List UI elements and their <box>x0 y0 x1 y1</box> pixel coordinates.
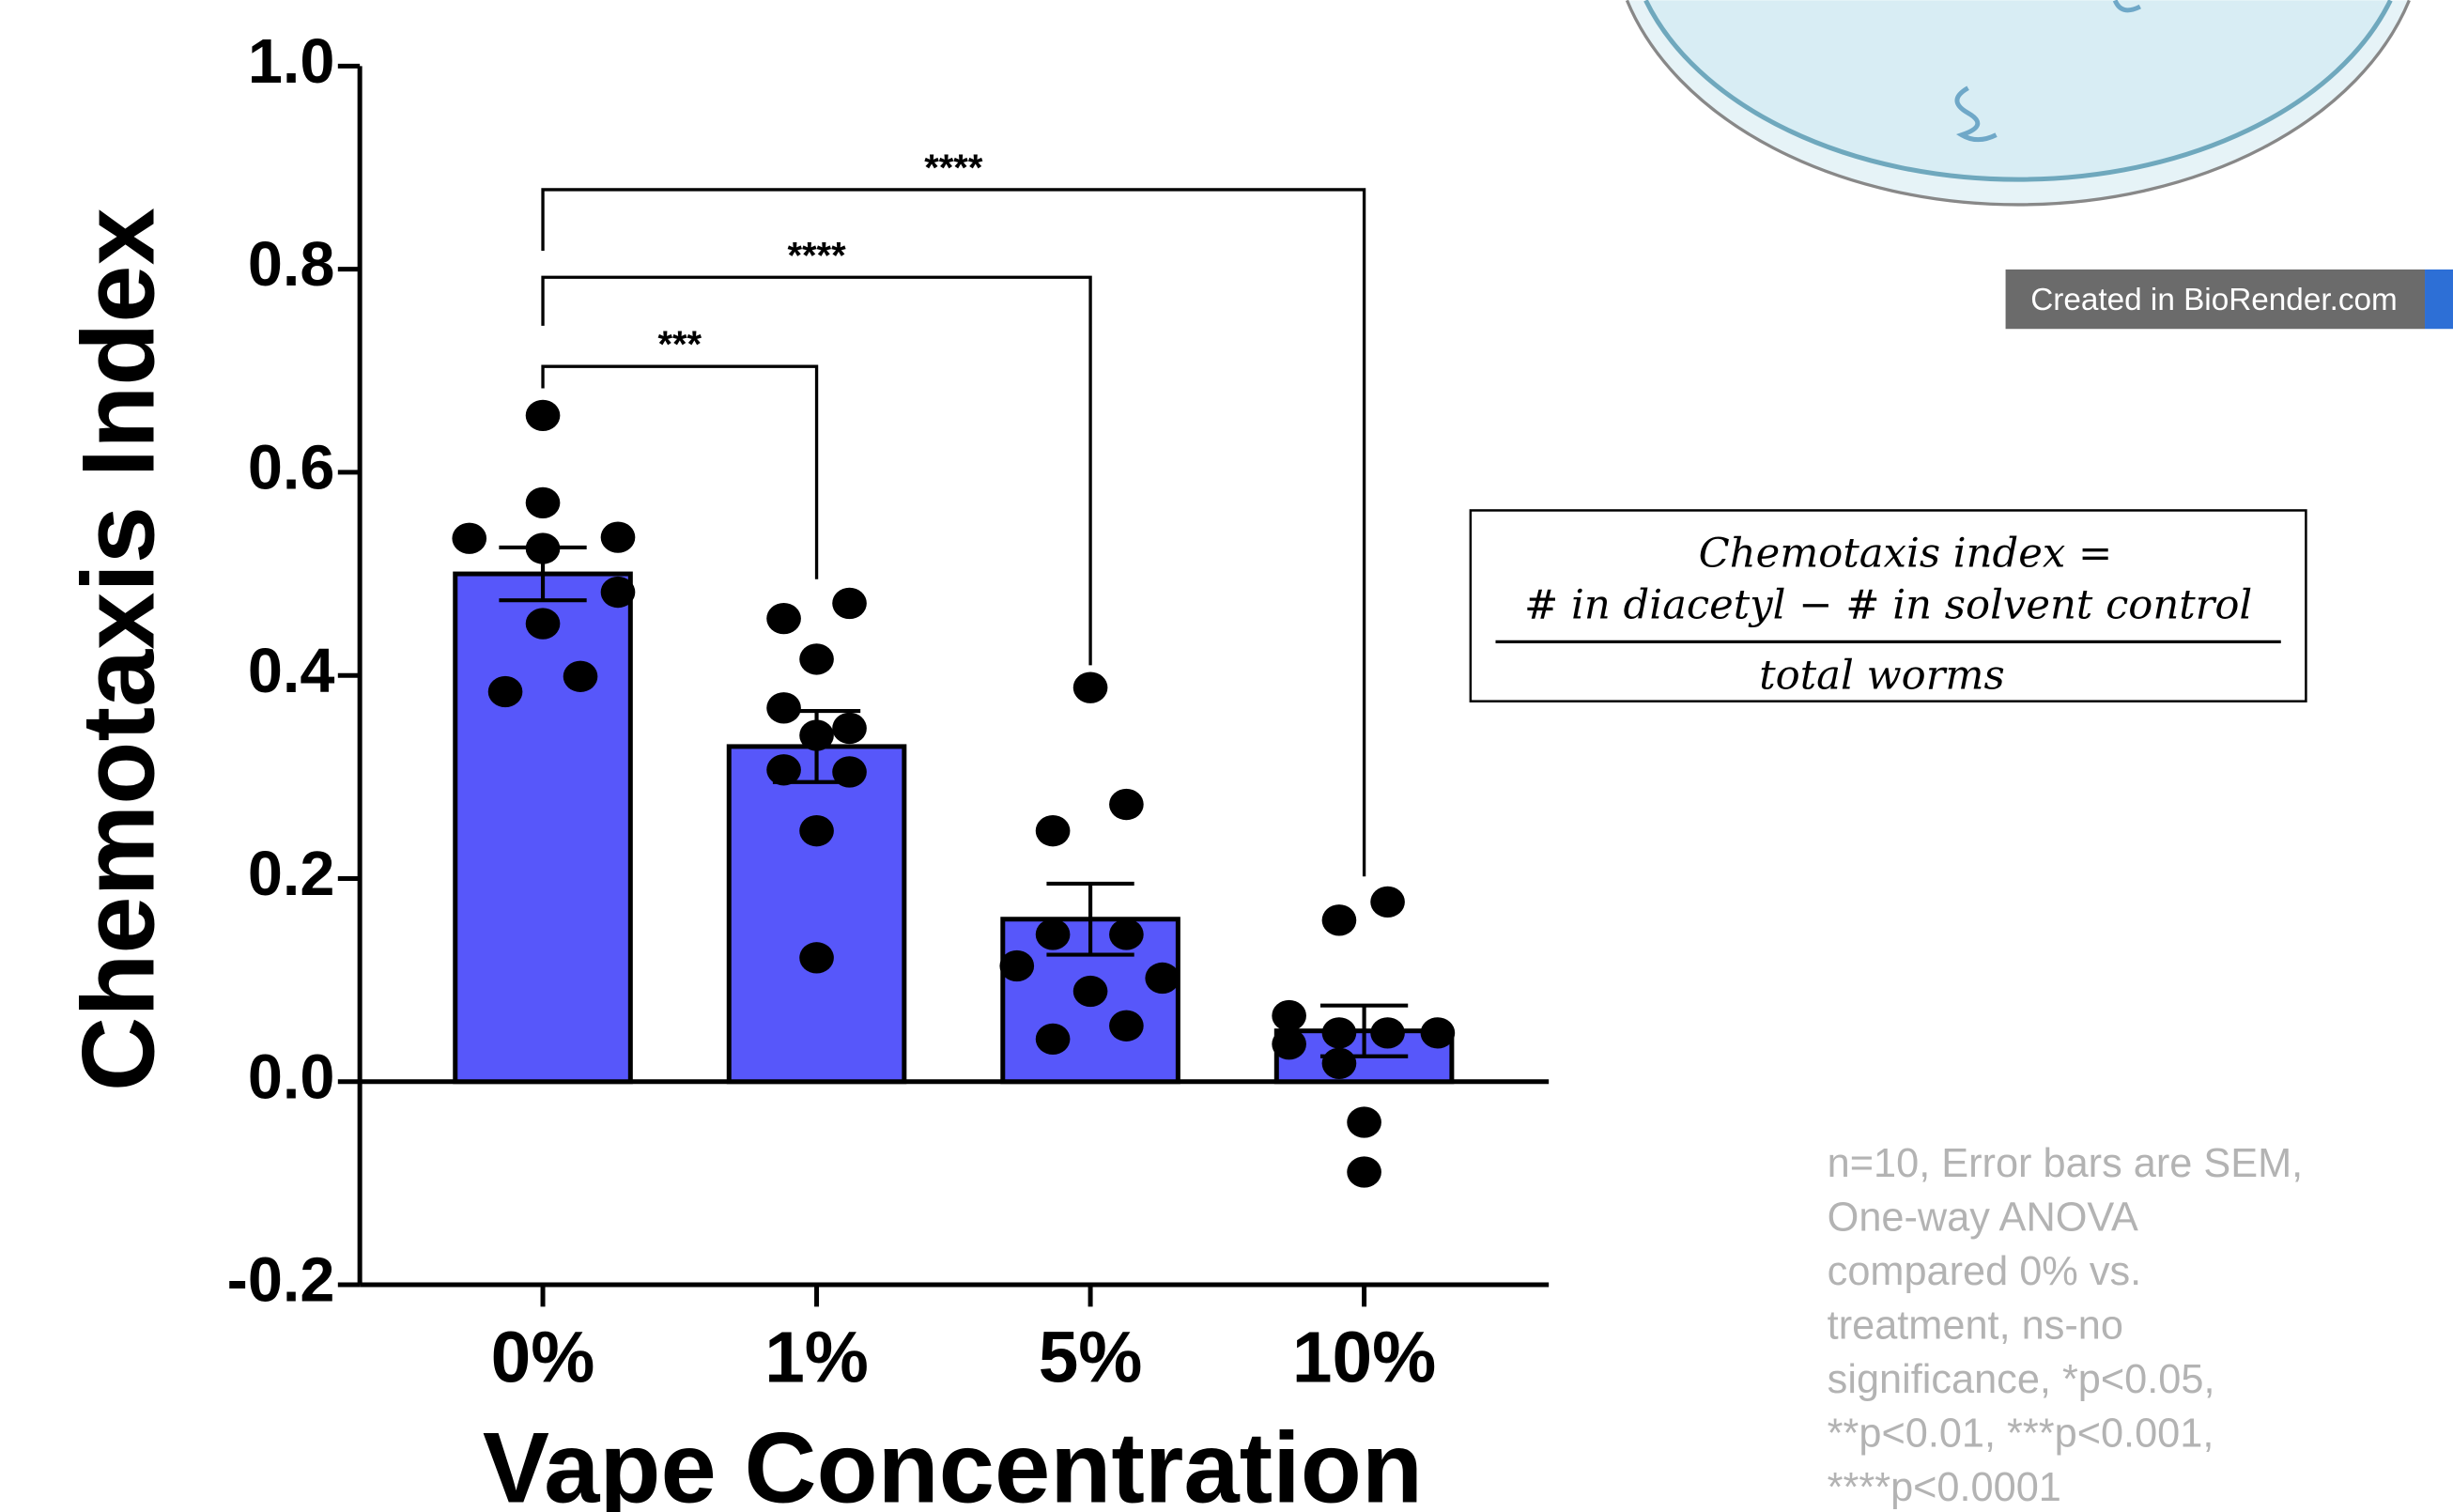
data-point <box>1321 1017 1357 1049</box>
formula-numerator: # in diacetyl − # in solvent control <box>1524 581 2252 628</box>
data-point <box>525 608 561 640</box>
data-point <box>1370 1017 1405 1049</box>
bar <box>726 744 907 1085</box>
x-tick-label: 1% <box>764 1318 869 1397</box>
data-point <box>832 712 867 745</box>
data-point <box>525 486 561 519</box>
significance-bracket <box>541 364 819 579</box>
data-point <box>766 602 801 635</box>
significance-bracket <box>541 275 1092 666</box>
footnote: compared 0% vs. <box>1828 1249 2141 1294</box>
x-tick-label: 5% <box>1039 1318 1143 1397</box>
data-point <box>799 942 834 974</box>
footnote: n=10, Error bars are SEM, <box>1828 1141 2304 1186</box>
data-point <box>1347 1106 1381 1138</box>
data-point <box>1035 815 1071 847</box>
data-point <box>1072 975 1108 1008</box>
footnote: treatment, ns-no <box>1828 1304 2123 1349</box>
credit: Created in BioRender.com <box>2030 283 2398 317</box>
data-point <box>1347 1156 1381 1188</box>
x-tick-label: 0% <box>491 1318 595 1397</box>
formula-denominator: total worms <box>1759 652 2004 699</box>
data-point <box>1109 918 1144 950</box>
data-point <box>1321 904 1357 936</box>
y-axis-title: Chemotaxis Index <box>60 208 176 1091</box>
data-point <box>1370 886 1405 918</box>
y-tick-label: 0.8 <box>248 230 335 300</box>
data-point <box>1072 671 1108 703</box>
significance-bracket <box>541 188 1366 877</box>
data-point <box>999 949 1035 982</box>
data-point <box>1109 1010 1144 1041</box>
data-point <box>799 719 834 751</box>
footnote: significance, *p<0.05, <box>1828 1357 2215 1402</box>
data-point <box>600 576 636 609</box>
data-point <box>563 660 598 692</box>
credit-badge-accent <box>2425 269 2453 330</box>
data-point <box>1272 999 1306 1032</box>
data-point <box>1109 788 1144 821</box>
data-point <box>799 815 834 847</box>
y-tick-label: 1.0 <box>248 27 335 97</box>
credit-badge <box>2005 269 2426 330</box>
formula-box <box>1469 509 2307 702</box>
data-point <box>1035 918 1071 950</box>
data-point <box>1035 1023 1071 1056</box>
y-tick-label: 0.2 <box>248 840 335 909</box>
data-point <box>600 521 636 553</box>
data-point <box>1145 962 1180 995</box>
formula-lhs: Chemotaxis index = <box>1699 530 2113 577</box>
y-tick-label: 0.0 <box>248 1042 335 1112</box>
data-point <box>1420 1017 1456 1049</box>
bar <box>453 571 633 1085</box>
data-point <box>832 756 867 788</box>
footnote: **p<0.01, ***p<0.001, <box>1828 1411 2214 1456</box>
significance-label: *** <box>657 324 702 365</box>
x-axis-title: Vape Concentration <box>483 1412 1423 1512</box>
significance-label: **** <box>924 147 983 189</box>
data-point <box>766 692 801 724</box>
data-point <box>799 643 834 675</box>
data-point <box>525 532 561 564</box>
data-point <box>1272 1028 1306 1060</box>
petri-dish <box>1625 0 2411 207</box>
data-point <box>525 399 561 432</box>
data-point <box>1321 1047 1357 1079</box>
significance-label: **** <box>787 235 846 276</box>
data-point <box>487 675 523 708</box>
y-tick-label: 0.6 <box>248 434 335 503</box>
y-tick-label: 0.4 <box>248 637 335 706</box>
data-point <box>452 522 487 554</box>
y-tick-label: -0.2 <box>227 1246 335 1316</box>
x-tick-label: 10% <box>1292 1318 1436 1397</box>
data-point <box>832 587 867 620</box>
data-point <box>766 754 801 786</box>
footnote: ****p<0.0001 <box>1828 1465 2061 1510</box>
footnote: One-way ANOVA <box>1828 1196 2138 1241</box>
